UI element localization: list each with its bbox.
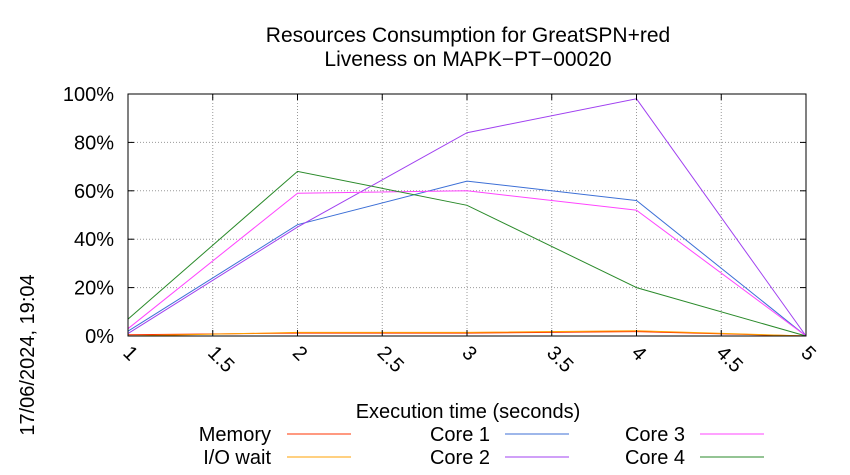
x-tick-label: 2.5	[373, 342, 408, 377]
y-axis-ticks: 0% 20% 40% 60% 80% 100%	[63, 84, 806, 348]
y-tick-label: 40%	[74, 229, 114, 251]
chart-title-line-1: Resources Consumption for GreatSPN+red	[266, 24, 670, 47]
legend-label-core-3: Core 3	[625, 424, 685, 446]
legend-label-core-1: Core 1	[430, 424, 490, 446]
legend-label-core-2: Core 2	[430, 447, 490, 469]
chart-title: Resources Consumption for GreatSPN+red L…	[266, 24, 670, 71]
series-line-core-3	[127, 190, 807, 337]
x-tick-label: 4.5	[712, 342, 747, 377]
x-axis-label: Execution time (seconds)	[356, 401, 581, 423]
legend-label-i-o-wait: I/O wait	[203, 447, 271, 469]
chart-title-line-2: Liveness on MAPK−PT−00020	[324, 48, 611, 71]
legend-label-memory: Memory	[199, 424, 271, 446]
y-tick-label: 80%	[74, 132, 114, 154]
x-tick-label: 2	[288, 342, 311, 365]
x-tick-label: 3	[457, 342, 480, 365]
y-tick-label: 60%	[74, 181, 114, 203]
y-tick-label: 20%	[74, 278, 114, 300]
x-tick-label: 4	[627, 342, 650, 365]
timestamp-label: 17/06/2024, 19:04	[17, 274, 39, 435]
series-line-core-2	[127, 98, 807, 337]
legend-label-core-4: Core 4	[625, 447, 685, 469]
series-line-core-4	[127, 170, 807, 337]
y-tick-label: 0%	[85, 326, 114, 348]
x-tick-label: 1.5	[203, 342, 238, 377]
x-tick-label: 5	[796, 342, 819, 365]
y-tick-label: 100%	[63, 84, 114, 106]
grid-lines	[128, 94, 806, 336]
series-line-core-1	[127, 180, 807, 337]
x-tick-label: 3.5	[542, 342, 577, 377]
x-tick-label: 1	[118, 342, 141, 365]
